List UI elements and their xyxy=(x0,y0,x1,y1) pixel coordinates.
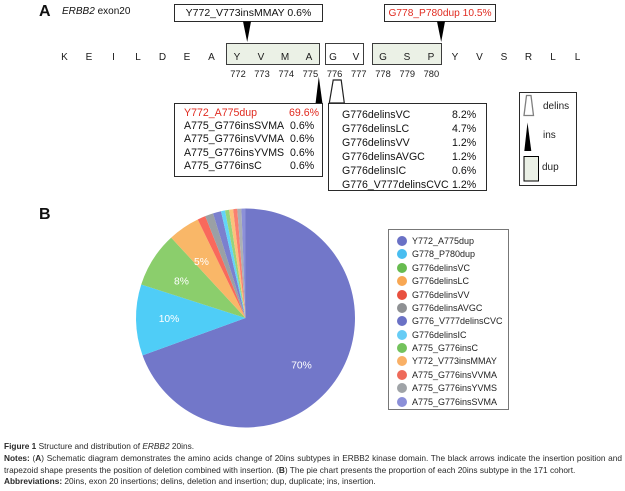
svg-text:70%: 70% xyxy=(291,361,312,372)
svg-text:5%: 5% xyxy=(194,257,209,268)
svg-text:8%: 8% xyxy=(174,276,189,287)
svg-text:10%: 10% xyxy=(159,314,180,325)
